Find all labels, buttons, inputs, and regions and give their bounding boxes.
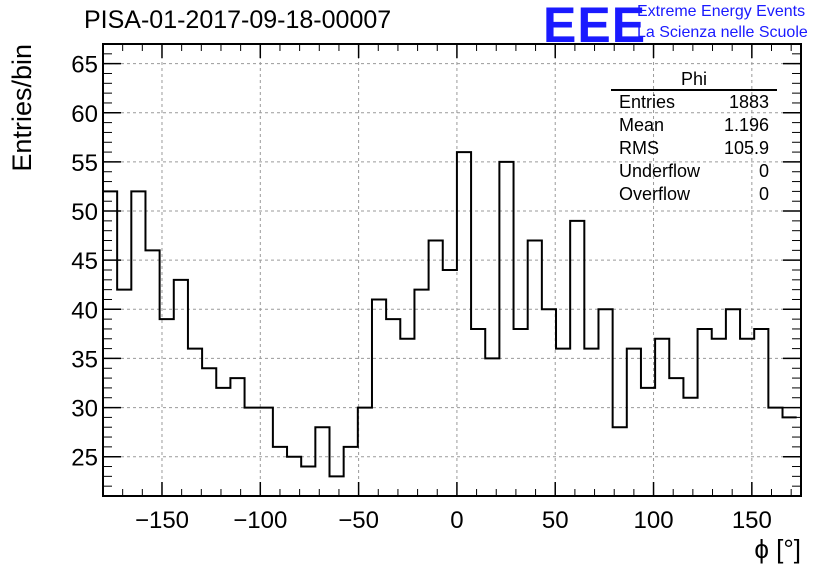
- x-axis-label: ϕ [°]: [754, 534, 801, 564]
- chart-title: PISA-01-2017-09-18-00007: [84, 6, 392, 34]
- x-tick-label: 50: [542, 507, 569, 534]
- y-tick-label: 60: [71, 101, 98, 128]
- stats-value: 105.9: [723, 138, 769, 158]
- y-tick-label: 65: [71, 52, 98, 79]
- stats-row-overflow: Overflow 0: [611, 183, 777, 206]
- stats-row-rms: RMS 105.9: [611, 137, 777, 160]
- y-tick-label: 30: [71, 396, 98, 423]
- stats-label: RMS: [619, 138, 659, 158]
- x-tick-label: −50: [338, 507, 379, 534]
- stats-label: Mean: [619, 115, 665, 135]
- logo-line-1: Extreme Energy Events: [637, 3, 806, 20]
- stats-value: 1883: [728, 92, 769, 112]
- x-tick-label: 150: [732, 507, 772, 534]
- y-axis-label: Entries/bin: [7, 44, 37, 172]
- y-tick-label: 40: [71, 297, 98, 324]
- axis-tick-labels: −150 −100 −50 0 50 100 150 25 30 35 40 45 50 55 60 65: [71, 52, 772, 534]
- x-tick-label: −150: [135, 507, 189, 534]
- stats-label: Entries: [619, 92, 676, 112]
- grid-lines: [103, 44, 801, 496]
- stats-row-underflow: Underflow 0: [611, 160, 777, 183]
- x-tick-label: 100: [634, 507, 674, 534]
- y-tick-label: 25: [71, 445, 98, 472]
- stats-value: 1.196: [723, 115, 769, 135]
- stats-label: Overflow: [619, 184, 691, 204]
- x-tick-label: −100: [233, 507, 287, 534]
- y-tick-label: 45: [71, 248, 98, 275]
- y-tick-label: 50: [71, 199, 98, 226]
- stats-box: Phi Entries 1883 Mean 1.196 RMS 105.9 Un…: [611, 69, 777, 206]
- stats-row-mean: Mean 1.196: [611, 114, 777, 137]
- y-tick-label: 35: [71, 346, 98, 373]
- stats-box-title: Phi: [611, 69, 777, 91]
- histogram-series: [103, 151, 797, 478]
- stats-row-entries: Entries 1883: [611, 91, 777, 114]
- stats-value: 0: [758, 161, 769, 181]
- stats-value: 0: [758, 184, 769, 204]
- x-tick-label: 0: [450, 507, 463, 534]
- axis-ticks: [103, 43, 801, 497]
- eee-logo: EEE: [543, 0, 647, 53]
- y-tick-label: 55: [71, 150, 98, 177]
- stats-label: Underflow: [619, 161, 701, 181]
- logo-line-2: La Scienza nelle Scuole: [637, 24, 808, 41]
